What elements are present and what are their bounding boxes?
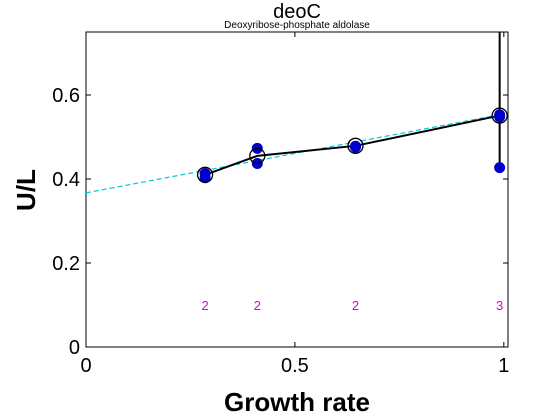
x-tick-label: 0.5 (281, 355, 309, 377)
count-label: 3 (496, 298, 503, 313)
y-tick-label: 0 (69, 337, 80, 359)
x-axis-label: Growth rate (224, 387, 370, 417)
plot-area: 0 0.2 0.4 0.6 0 0.5 1 2 2 2 3 (52, 31, 509, 377)
y-axis-label: U/L (11, 169, 41, 211)
y-tick-label: 0.6 (52, 85, 80, 107)
chart-title: deoC (273, 1, 321, 23)
mean-line (204, 114, 500, 176)
chart-subtitle: Deoxyribose-phosphate aldolase (224, 20, 370, 31)
plot-frame (85, 31, 509, 348)
count-label: 2 (254, 298, 261, 313)
count-label: 2 (352, 298, 359, 313)
count-label: 2 (201, 298, 208, 313)
y-tick-label: 0.2 (52, 253, 80, 275)
replicate-point (349, 141, 361, 153)
replicate-point (494, 111, 506, 123)
mean-marker (196, 166, 214, 183)
x-tick-label: 0 (80, 355, 91, 377)
mean-marker (347, 137, 364, 154)
x-tick-label: 1 (498, 355, 509, 377)
mean-marker (491, 107, 508, 124)
replicate-point (494, 162, 506, 174)
y-tick-label: 0.4 (52, 169, 80, 191)
mean-marker (249, 147, 266, 165)
fit-line (85, 114, 500, 194)
